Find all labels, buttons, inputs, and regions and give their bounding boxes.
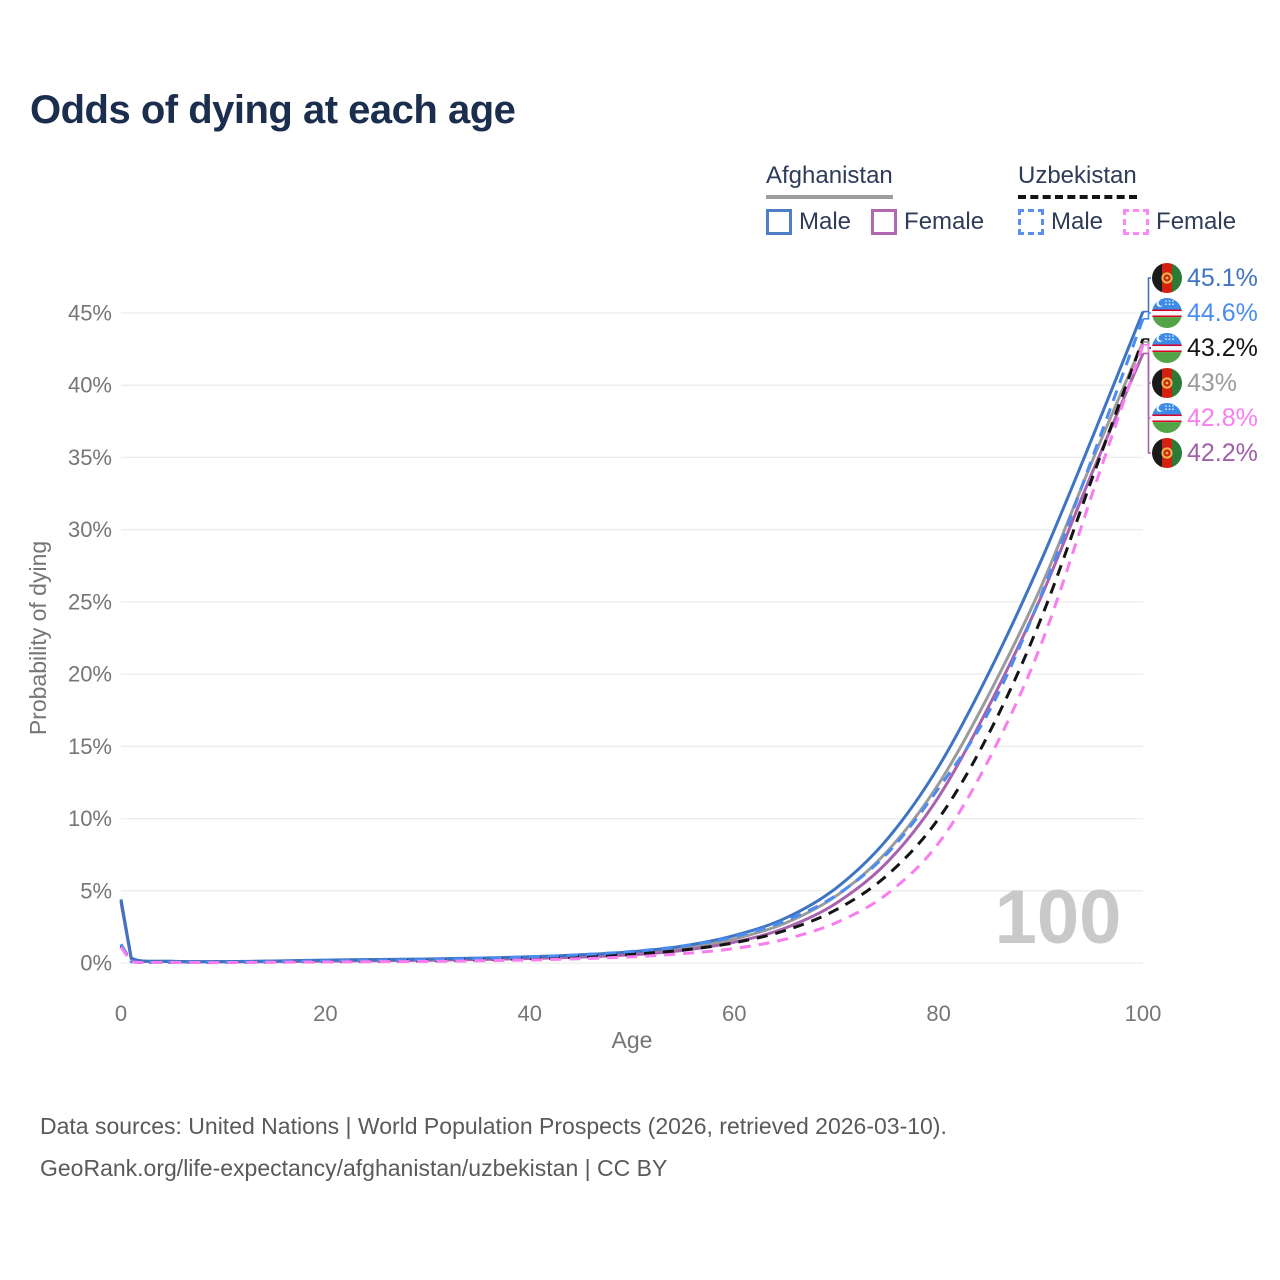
uzbekistan-flag-icon — [1152, 403, 1182, 433]
uzbekistan-flag-icon — [1152, 333, 1182, 363]
end-label-connector — [1143, 277, 1151, 313]
y-tick-label: 35% — [68, 445, 112, 470]
footer: Data sources: United Nations | World Pop… — [40, 1105, 947, 1189]
line-uzbekistan[interactable] — [119, 338, 1145, 964]
y-tick-label: 40% — [68, 373, 112, 398]
legend-item-label: Male — [1051, 208, 1104, 235]
x-axis-title: Age — [612, 1027, 653, 1053]
end-label-connector — [1143, 344, 1151, 419]
y-tick-label: 10% — [68, 806, 112, 831]
x-tick-label: 100 — [1125, 1001, 1162, 1026]
legend-item-label: Female — [1156, 208, 1237, 235]
end-label-connector — [1143, 338, 1151, 349]
legend-item-uzbekistan-female[interactable]: Female — [1123, 208, 1236, 236]
x-tick-label: 40 — [518, 1001, 542, 1026]
legend-header-afghanistan: Afghanistan — [766, 162, 893, 199]
y-tick-label: 30% — [68, 517, 112, 542]
y-tick-label: 20% — [68, 662, 112, 687]
end-value-label: 43.2% — [1187, 334, 1258, 362]
afghanistan-female-swatch-icon — [871, 209, 898, 235]
data-source-text: Data sources: United Nations | World Pop… — [40, 1113, 947, 1139]
end-value-label: 44.6% — [1187, 299, 1258, 327]
line-uzbekistan-male[interactable] — [119, 318, 1145, 964]
uzbekistan-female-swatch-icon — [1123, 209, 1150, 235]
legend-header-uzbekistan: Uzbekistan — [1018, 162, 1137, 199]
legend-item-uzbekistan-male[interactable]: Male — [1018, 208, 1103, 236]
afghanistan-flag-icon — [1152, 438, 1182, 468]
y-tick-label: 25% — [68, 589, 112, 614]
y-tick-label: 15% — [68, 734, 112, 759]
page-title: Odds of dying at each age — [30, 88, 516, 132]
legend-item-afghanistan-female[interactable]: Female — [871, 208, 984, 236]
legend-item-label: Male — [799, 208, 852, 235]
afghanistan-flag-icon — [1152, 263, 1182, 293]
y-tick-label: 45% — [68, 301, 112, 326]
legend-row-uzbekistan: Male Female — [1018, 208, 1256, 236]
uzbekistan-flag-icon — [1152, 298, 1182, 328]
legend-item-afghanistan-male[interactable]: Male — [766, 208, 851, 236]
age-watermark: 100 — [995, 875, 1122, 960]
legend-item-label: Female — [904, 208, 985, 235]
end-label-connector — [1143, 312, 1151, 320]
y-axis-title: Probability of dying — [25, 541, 51, 735]
end-value-label: 42.2% — [1187, 439, 1258, 467]
afghanistan-male-swatch-icon — [766, 209, 792, 235]
afghanistan-flag-icon — [1152, 368, 1182, 398]
legend-group-afghanistan: Afghanistan Male Female — [766, 162, 1004, 236]
attribution-text: GeoRank.org/life-expectancy/afghanistan/… — [40, 1155, 668, 1181]
x-tick-label: 20 — [313, 1001, 337, 1026]
legend-group-uzbekistan: Uzbekistan Male Female — [1018, 162, 1256, 236]
x-tick-label: 80 — [926, 1001, 950, 1026]
line-afghanistan-female[interactable] — [119, 352, 1145, 964]
end-value-label: 42.8% — [1187, 404, 1258, 432]
y-tick-label: 5% — [80, 878, 112, 903]
x-tick-label: 60 — [722, 1001, 746, 1026]
x-tick-label: 0 — [115, 1001, 127, 1026]
uzbekistan-male-swatch-icon — [1018, 209, 1044, 235]
line-uzbekistan-female[interactable] — [119, 344, 1145, 965]
end-value-label: 43% — [1187, 369, 1237, 397]
y-tick-label: 0% — [80, 951, 112, 976]
end-label-connector — [1143, 352, 1151, 454]
line-afghanistan-male[interactable] — [119, 311, 1145, 964]
end-value-label: 45.1% — [1187, 264, 1258, 292]
legend-row-afghanistan: Male Female — [766, 208, 1004, 236]
line-afghanistan[interactable] — [119, 341, 1145, 964]
